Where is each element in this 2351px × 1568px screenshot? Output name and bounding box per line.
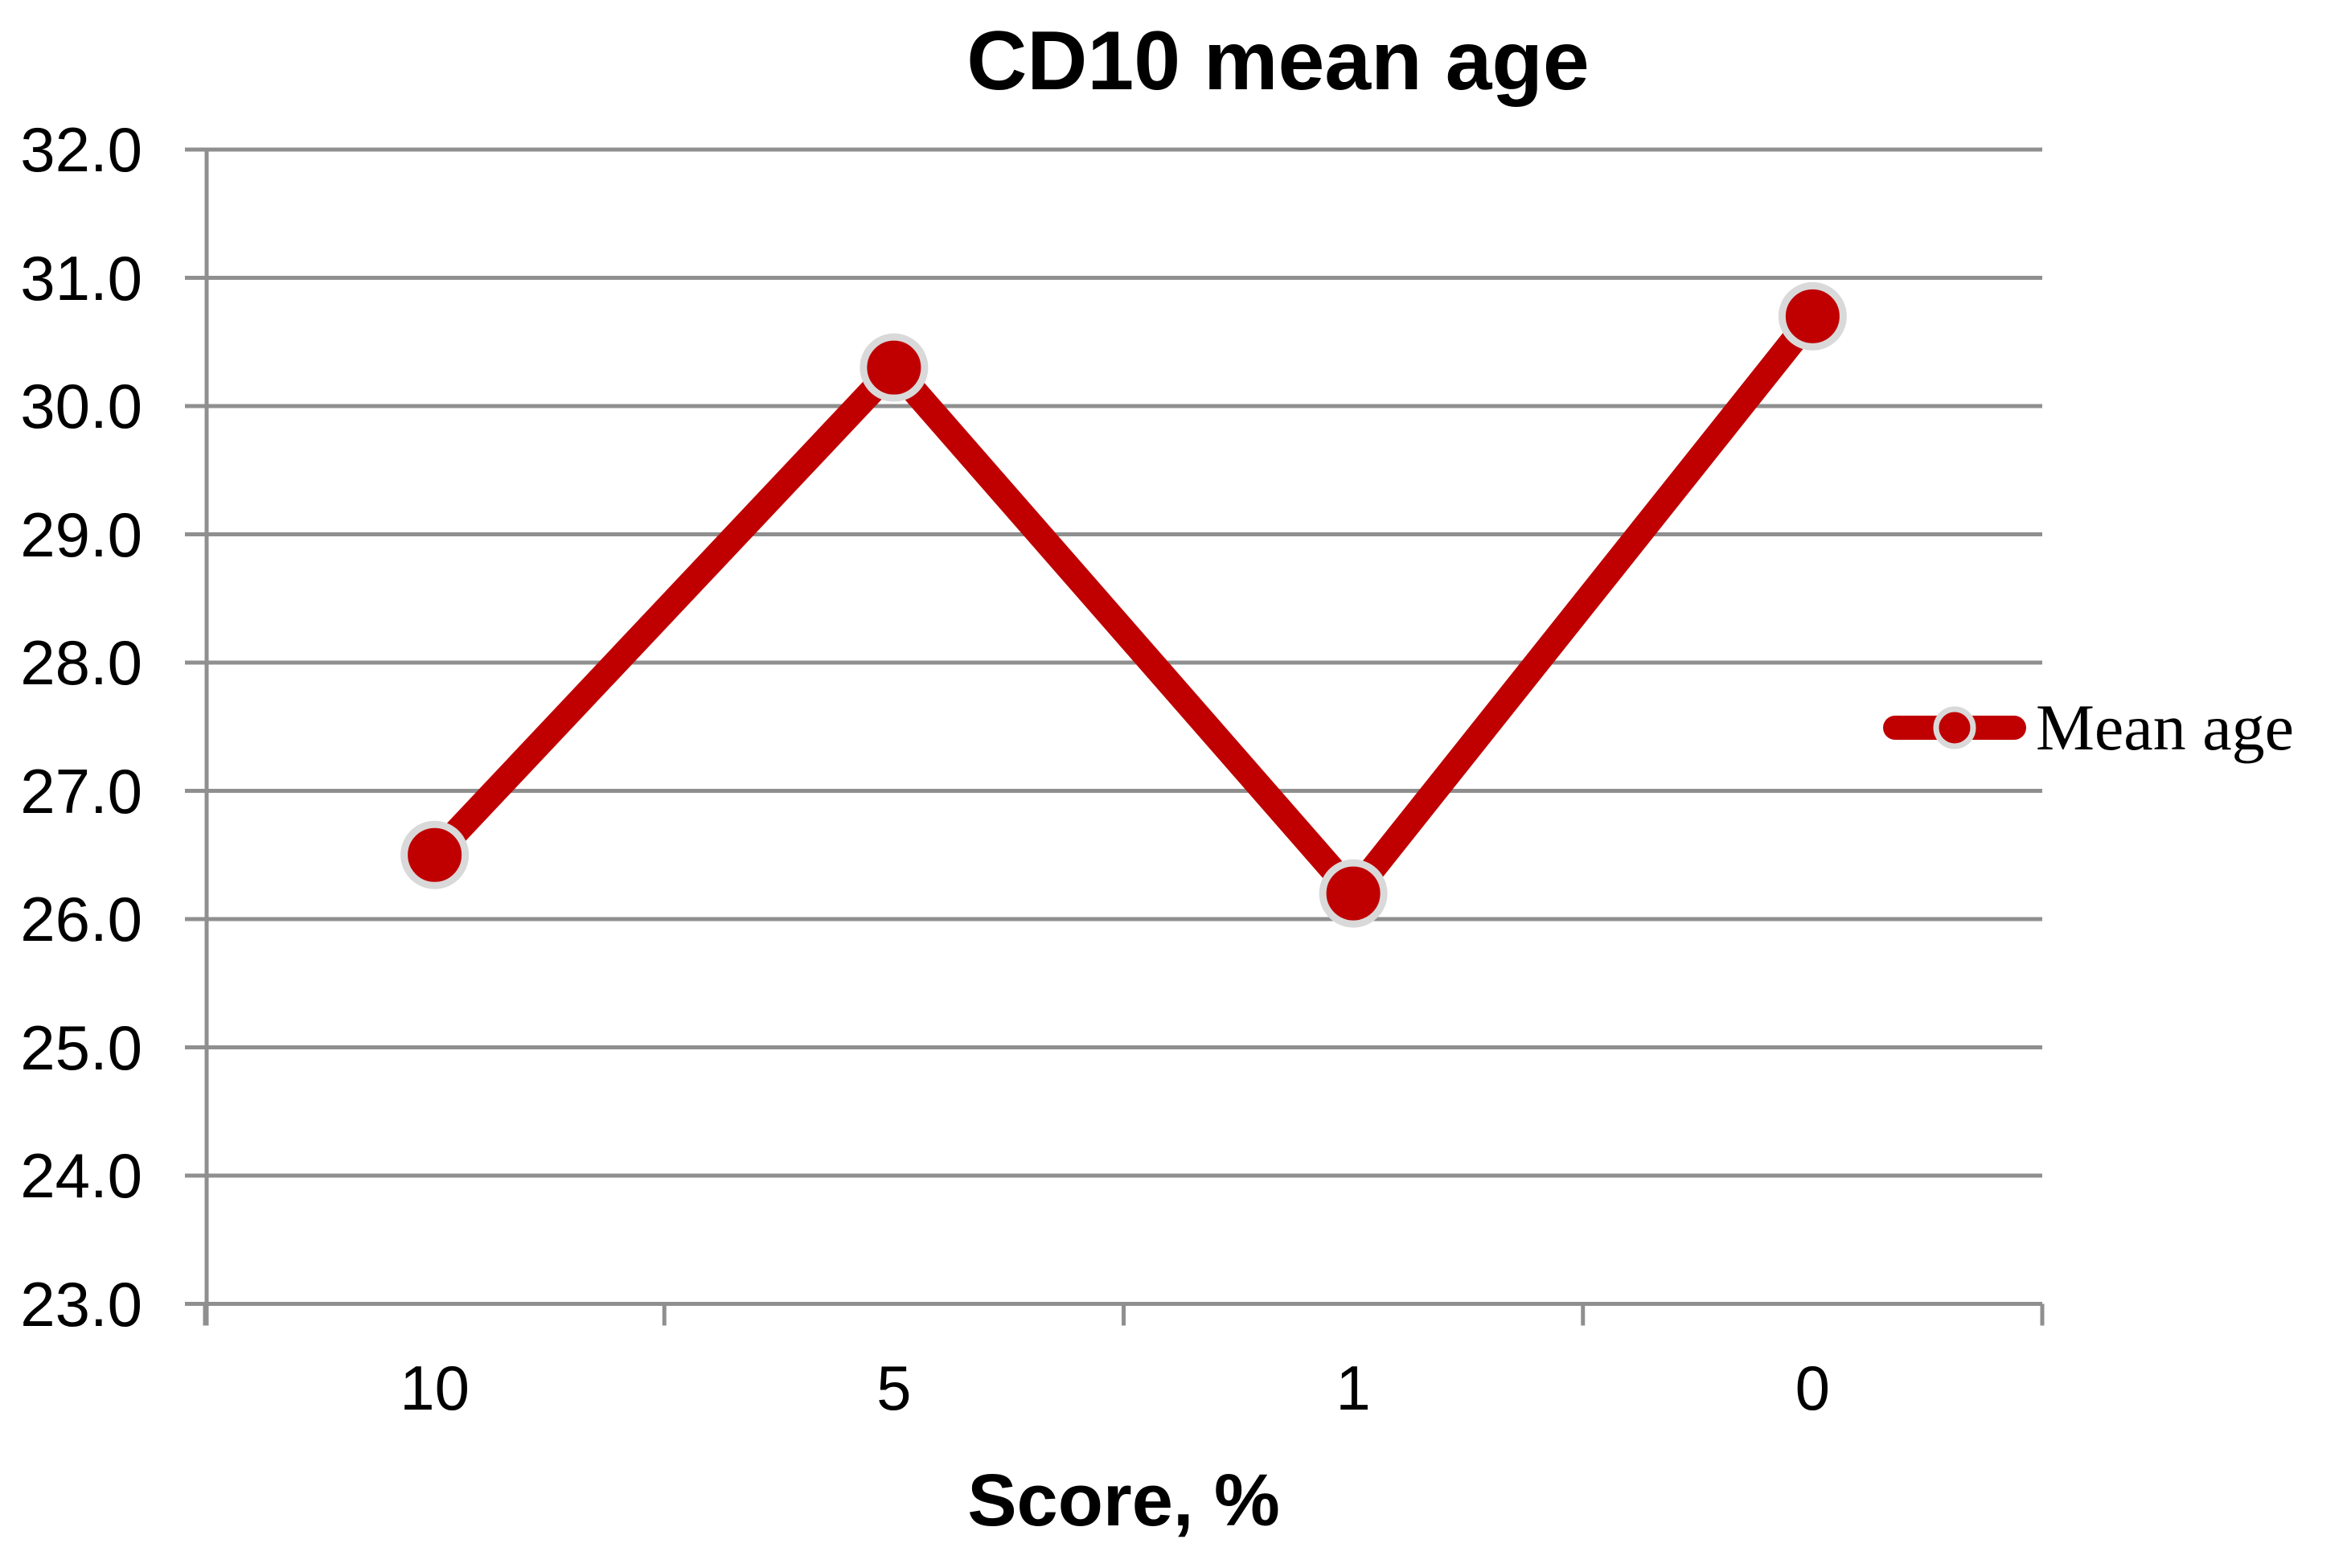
legend: Mean age xyxy=(1880,680,2294,775)
y-tick-label-32.0: 32.0 xyxy=(20,114,142,185)
legend-marker-dot xyxy=(1933,706,1976,749)
y-tick-label-24.0: 24.0 xyxy=(20,1140,142,1211)
y-tick-label-23.0: 23.0 xyxy=(20,1268,142,1340)
chart-title: CD10 mean age xyxy=(966,14,1590,108)
y-tick-label-27.0: 27.0 xyxy=(20,755,142,827)
data-point-marker-0 xyxy=(1778,281,1847,351)
x-axis-title: Score, % xyxy=(967,1459,1280,1541)
y-tick-label-25.0: 25.0 xyxy=(20,1012,142,1083)
series-line-mean-age xyxy=(421,303,1826,907)
x-tick-label-0: 0 xyxy=(1795,1353,1831,1423)
y-tick-label-26.0: 26.0 xyxy=(20,884,142,954)
y-tick-label-28.0: 28.0 xyxy=(20,627,142,698)
y-tick-label-30.0: 30.0 xyxy=(20,371,142,441)
data-point-marker-5 xyxy=(860,333,929,402)
y-tick-label-29.0: 29.0 xyxy=(20,499,142,570)
data-point-marker-10 xyxy=(400,820,470,889)
legend-label: Mean age xyxy=(2036,691,2294,764)
legend-marker xyxy=(1883,706,2026,749)
x-tick-label-10: 10 xyxy=(400,1353,470,1423)
x-tick-label-1: 1 xyxy=(1336,1353,1371,1423)
data-point-marker-1 xyxy=(1319,859,1388,928)
x-tick-label-5: 5 xyxy=(876,1353,912,1423)
y-tick-label-31.0: 31.0 xyxy=(20,242,142,314)
